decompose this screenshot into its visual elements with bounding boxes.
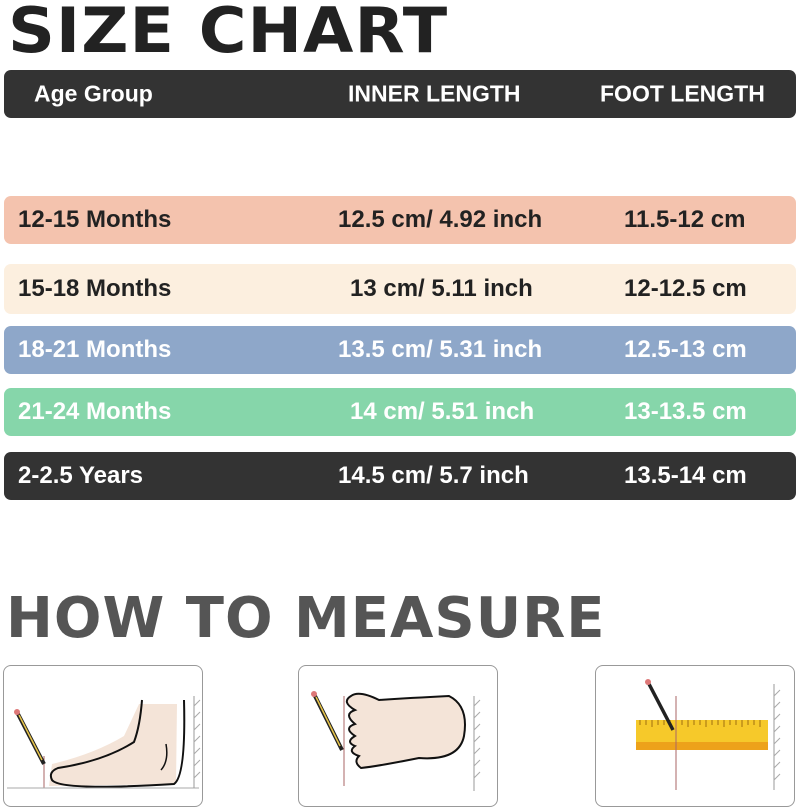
- header-foot-length: FOOT LENGTH: [600, 80, 765, 107]
- foot-length-cell: 11.5-12 cm: [624, 206, 746, 233]
- inner-length-cell: 13 cm/ 5.11 inch: [350, 275, 533, 302]
- table-header: Age Group INNER LENGTH FOOT LENGTH: [4, 70, 796, 118]
- foot-length-cell: 13-13.5 cm: [624, 398, 747, 425]
- table-row: 21-24 Months 14 cm/ 5.51 inch 13-13.5 cm: [4, 388, 796, 436]
- inner-length-cell: 14 cm/ 5.51 inch: [350, 398, 535, 425]
- foot-length-cell: 12.5-13 cm: [624, 336, 747, 363]
- how-to-measure-title: HOW TO MEASURE: [6, 586, 606, 651]
- table-row: 12-15 Months 12.5 cm/ 4.92 inch 11.5-12 cm: [4, 196, 796, 244]
- age-group-cell: 21-24 Months: [18, 398, 172, 425]
- step-2-panel: [298, 665, 498, 807]
- header-age-group: Age Group: [34, 80, 153, 107]
- age-group-cell: 12-15 Months: [18, 206, 172, 233]
- age-group-cell: 2-2.5 Years: [18, 462, 144, 489]
- foot-top-pencil-icon: [311, 691, 481, 791]
- table-row: 2-2.5 Years 14.5 cm/ 5.7 inch 13.5-14 cm: [4, 452, 796, 500]
- foot-side-pencil-icon: [7, 696, 201, 789]
- age-group-cell: 15-18 Months: [18, 275, 172, 302]
- inner-length-cell: 12.5 cm/ 4.92 inch: [338, 206, 543, 233]
- ruler-pencil-icon: [636, 679, 781, 790]
- foot-length-cell: 12-12.5 cm: [624, 275, 747, 302]
- foot-length-cell: 13.5-14 cm: [624, 462, 747, 489]
- table-row: 15-18 Months 13 cm/ 5.11 inch 12-12.5 cm: [4, 264, 796, 314]
- step-1-panel: [3, 665, 203, 807]
- header-inner-length: INNER LENGTH: [348, 80, 521, 107]
- page-title: SIZE CHART: [8, 0, 449, 67]
- age-group-cell: 18-21 Months: [18, 336, 172, 363]
- inner-length-cell: 14.5 cm/ 5.7 inch: [338, 462, 529, 489]
- step-3-panel: [595, 665, 795, 807]
- table-row: 18-21 Months 13.5 cm/ 5.31 inch 12.5-13 cm: [4, 326, 796, 374]
- inner-length-cell: 13.5 cm/ 5.31 inch: [338, 336, 543, 363]
